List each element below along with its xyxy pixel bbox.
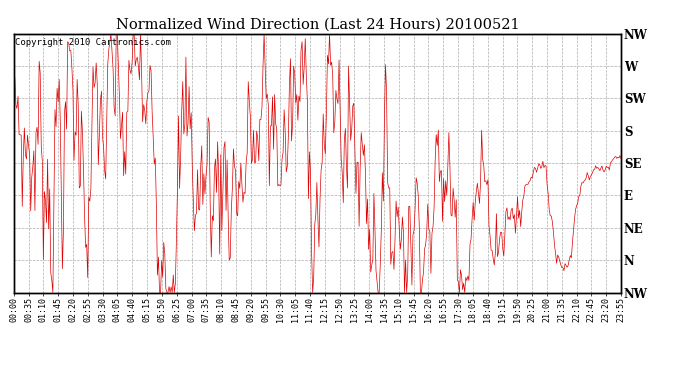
Text: Copyright 2010 Cartronics.com: Copyright 2010 Cartronics.com [15, 38, 171, 46]
Title: Normalized Wind Direction (Last 24 Hours) 20100521: Normalized Wind Direction (Last 24 Hours… [116, 17, 519, 31]
